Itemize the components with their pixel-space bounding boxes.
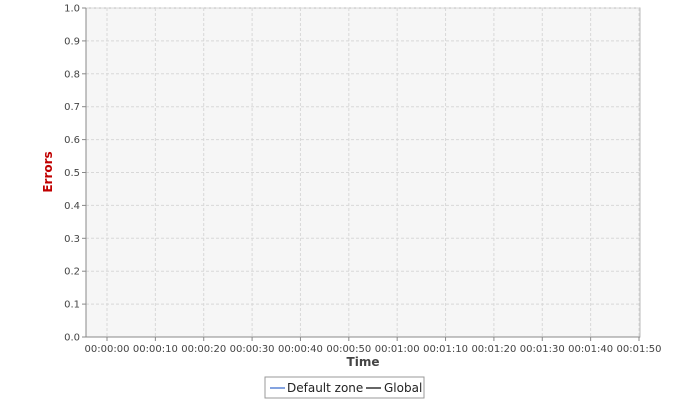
x-tick-label: 00:01:30	[520, 344, 565, 355]
y-tick-label: 0.0	[64, 333, 80, 344]
y-tick-label: 0.1	[64, 300, 80, 311]
legend-label-default-zone: Default zone	[287, 381, 363, 395]
x-axis-title: Time	[347, 355, 380, 369]
x-tick-label: 00:01:00	[375, 344, 420, 355]
x-tick-label: 00:00:20	[181, 344, 226, 355]
y-axis-title: Errors	[41, 151, 55, 192]
x-tick-label: 00:00:30	[230, 344, 275, 355]
y-tick-label: 0.9	[64, 36, 80, 47]
y-axis-ticks: 0.0 0.1 0.2 0.3 0.4 0.5 0.6 0.7 0.8 0.9 1.0	[64, 4, 86, 344]
y-tick-label: 0.3	[64, 234, 80, 245]
y-tick-label: 0.6	[64, 135, 80, 146]
y-tick-label: 0.8	[64, 69, 80, 80]
x-tick-label: 00:00:00	[85, 344, 130, 355]
x-tick-label: 00:01:50	[617, 344, 662, 355]
y-tick-label: 0.5	[64, 168, 80, 179]
y-tick-label: 0.4	[64, 201, 80, 212]
x-tick-label: 00:01:10	[423, 344, 468, 355]
legend: Default zone Global	[264, 376, 425, 399]
x-tick-label: 00:01:20	[471, 344, 516, 355]
x-tick-label: 00:00:10	[133, 344, 178, 355]
y-tick-label: 0.7	[64, 102, 80, 113]
y-tick-label: 0.2	[64, 267, 80, 278]
x-tick-label: 00:00:50	[326, 344, 371, 355]
x-axis-ticks: 00:00:00 00:00:10 00:00:20 00:00:30 00:00:40…	[85, 337, 662, 355]
y-tick-label: 1.0	[64, 4, 80, 15]
legend-box	[264, 376, 425, 399]
x-tick-label: 00:00:40	[278, 344, 323, 355]
legend-label-global: Global	[384, 381, 422, 395]
x-tick-label: 00:01:40	[568, 344, 613, 355]
